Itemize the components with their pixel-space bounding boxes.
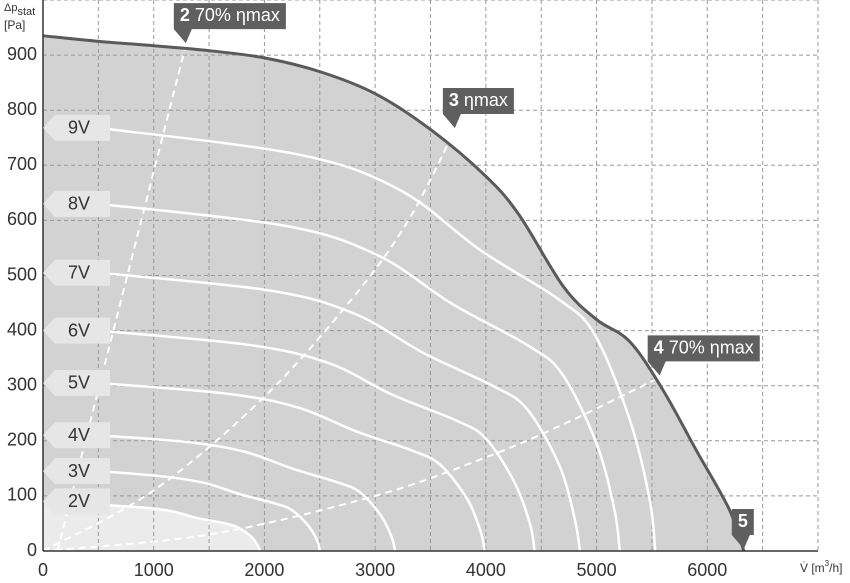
- point-text: ηmax: [459, 90, 508, 110]
- max-curve: [42, 34, 746, 552]
- point-flag: 5: [731, 509, 754, 549]
- point-number: 2: [180, 5, 190, 25]
- y-tick-label: 300: [7, 374, 37, 394]
- y-axis-label: Δpstat: [4, 2, 35, 18]
- y-tick-label: 100: [7, 485, 37, 505]
- y-tick-label: 700: [7, 154, 37, 174]
- voltage-flag: 9V: [43, 114, 110, 141]
- point-text: 70% ηmax: [664, 337, 754, 357]
- efficiency-line: [42, 376, 661, 552]
- y-tick-label: 600: [7, 209, 37, 229]
- y-tick-label: 400: [7, 319, 37, 339]
- voltage-label: 5V: [68, 373, 90, 393]
- voltage-flag: 6V: [43, 317, 110, 344]
- y-tick-label: 900: [7, 44, 37, 64]
- flag-shape: [43, 458, 110, 485]
- x-tick-label: 2000: [244, 560, 284, 580]
- y-tick-label: 800: [7, 99, 37, 119]
- voltage-curve: [98, 469, 322, 552]
- voltage-flag: 5V: [43, 369, 110, 396]
- voltage-flag: 8V: [43, 190, 110, 217]
- flag-shape: [173, 3, 286, 44]
- point-flag: 4 70% ηmax: [647, 335, 760, 376]
- voltage-curve: [98, 381, 486, 552]
- x-tick-label: 1000: [134, 560, 174, 580]
- point-flag: 3 ηmax: [442, 88, 514, 129]
- flag-shape: [43, 259, 110, 286]
- voltage-curve: [98, 202, 622, 552]
- x-tick-label: 6000: [687, 560, 727, 580]
- voltage-label: 3V: [68, 461, 90, 481]
- voltage-flag: 2V: [43, 488, 110, 515]
- voltage-curve: [98, 271, 582, 552]
- point-number: 5: [738, 511, 748, 531]
- voltage-label: 7V: [68, 262, 90, 282]
- voltage-label: 8V: [68, 194, 90, 214]
- x-tick-label: 5000: [577, 560, 617, 580]
- flag-shape: [43, 317, 110, 344]
- voltage-flag: 3V: [43, 458, 110, 485]
- point-label: 2 70% ηmax: [180, 5, 280, 25]
- x-tick-label: 0: [38, 560, 48, 580]
- point-label: 4 70% ηmax: [654, 337, 754, 357]
- y-tick-label: 0: [27, 540, 37, 560]
- y-tick-label: 500: [7, 264, 37, 284]
- voltage-curve: [98, 126, 657, 552]
- voltage-label: 9V: [68, 118, 90, 138]
- voltage-curve: [98, 329, 536, 552]
- plot-area: [42, 0, 819, 552]
- y-axis-unit: [Pa]: [4, 18, 25, 32]
- point-flag: 2 70% ηmax: [173, 3, 286, 44]
- flag-shape: [647, 335, 760, 376]
- voltage-curve: [98, 434, 397, 552]
- efficiency-line: [42, 129, 456, 552]
- flag-shape: [731, 509, 754, 549]
- point-number: 4: [654, 337, 664, 357]
- voltage-label: 6V: [68, 320, 90, 340]
- flag-shape: [442, 88, 514, 129]
- flag-shape: [43, 190, 110, 217]
- voltage-flag: 7V: [43, 259, 110, 286]
- x-tick-label: 4000: [466, 560, 506, 580]
- point-label: 3 ηmax: [449, 90, 508, 110]
- y-tick-label: 200: [7, 430, 37, 450]
- point-number: 3: [449, 90, 459, 110]
- x-tick-label: 3000: [355, 560, 395, 580]
- voltage-curve: [42, 500, 262, 552]
- flag-shape: [43, 422, 110, 449]
- x-axis-label: V̇ [m3/h]: [800, 559, 842, 575]
- flag-shape: [43, 114, 110, 141]
- flag-shape: [43, 488, 110, 515]
- voltage-label: 2V: [68, 491, 90, 511]
- voltage-flag: 4V: [43, 422, 110, 449]
- voltage-label: 4V: [68, 425, 90, 445]
- flag-shape: [43, 369, 110, 396]
- point-text: 70% ηmax: [190, 5, 280, 25]
- point-label: 5: [738, 511, 748, 531]
